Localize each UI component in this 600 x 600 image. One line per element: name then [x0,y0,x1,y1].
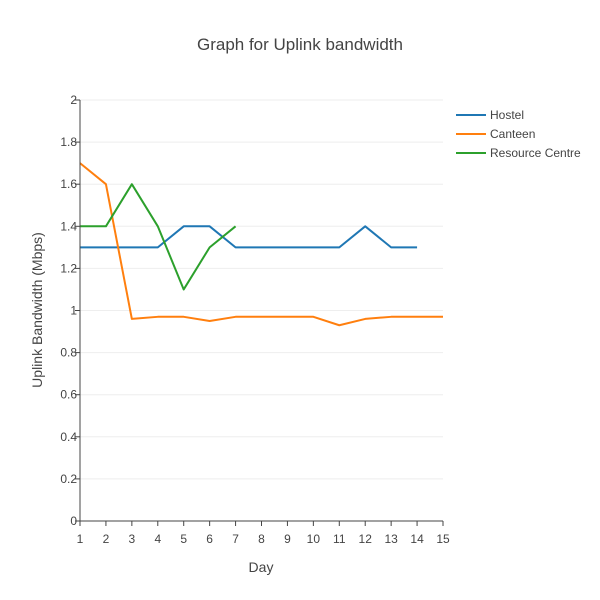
series-line-hostel[interactable] [80,225,418,249]
y-tick-label: 1.8 [60,135,77,149]
series-lines [79,162,443,327]
series-line-resource-centre[interactable] [80,183,237,291]
x-tick-label: 15 [436,532,450,546]
legend-label: Hostel [490,108,524,122]
grid [80,99,443,480]
legend-item-resource-centre[interactable]: Resource Centre [456,146,581,160]
legend-label: Resource Centre [490,146,581,160]
y-tick-label: 0.8 [60,346,77,360]
legend-item-hostel[interactable]: Hostel [456,108,524,122]
x-tick-label: 6 [206,532,213,546]
y-axis-title: Uplink Bandwidth (Mbps) [29,232,45,388]
x-tick-label: 7 [232,532,239,546]
x-tick-label: 13 [384,532,398,546]
legend[interactable]: Hostel Canteen Resource Centre [456,108,581,160]
x-tick-label: 9 [284,532,291,546]
y-axis-ticks: 0 0.2 0.4 0.6 0.8 1 1.2 1.4 1.6 1.8 2 [60,93,80,528]
x-tick-label: 2 [103,532,110,546]
legend-label: Canteen [490,127,535,141]
series-line-canteen[interactable] [79,162,443,327]
x-tick-label: 8 [258,532,265,546]
x-tick-label: 3 [129,532,136,546]
x-tick-label: 5 [180,532,187,546]
chart-title: Graph for Uplink bandwidth [197,35,403,54]
x-tick-label: 4 [154,532,161,546]
y-tick-label: 1 [70,304,77,318]
y-tick-label: 0.4 [60,430,77,444]
x-axis-title: Day [249,559,274,575]
x-tick-label: 12 [359,532,373,546]
x-tick-label: 11 [333,532,346,546]
y-tick-label: 0 [70,514,77,528]
y-tick-label: 0.2 [60,472,77,486]
y-tick-label: 1.2 [60,261,77,275]
y-tick-label: 1.6 [60,177,77,191]
y-tick-label: 2 [70,93,77,107]
y-tick-label: 1.4 [60,219,77,233]
x-tick-label: 10 [307,532,321,546]
y-tick-label: 0.6 [60,388,77,402]
legend-item-canteen[interactable]: Canteen [456,127,535,141]
x-axis-ticks: 1 2 3 4 5 6 7 8 9 10 11 12 13 14 15 [77,521,450,546]
x-tick-label: 1 [77,532,84,546]
x-tick-label: 14 [410,532,424,546]
